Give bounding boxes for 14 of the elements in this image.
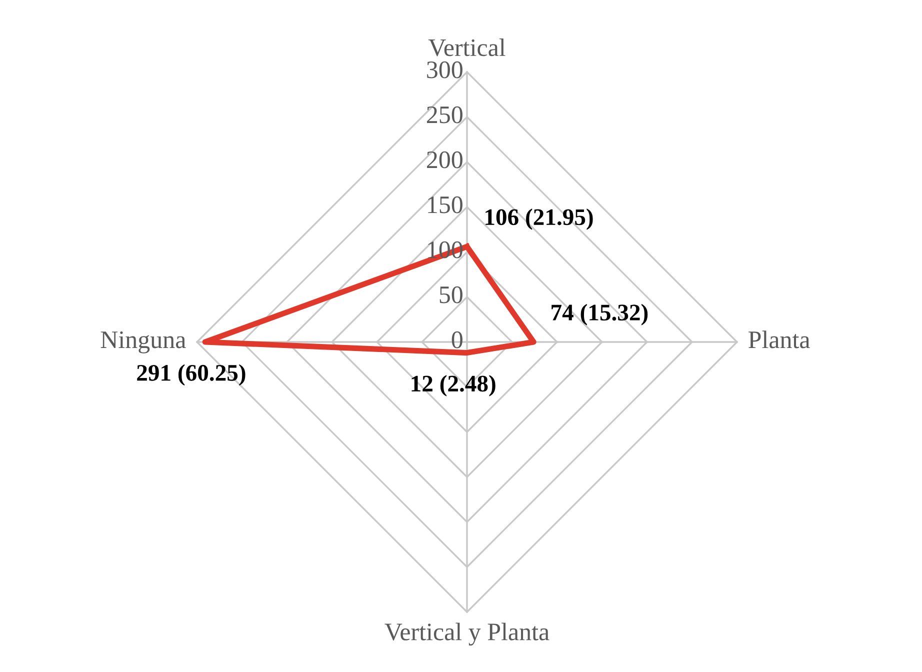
data-label: 74 (15.32) — [552, 304, 648, 326]
spoke-label: Vertical y Planta — [384, 622, 550, 646]
data-label: 12 (2.48) — [412, 375, 496, 396]
y-tick-label: 250 — [427, 106, 462, 124]
y-tick-label: 150 — [428, 196, 462, 214]
y-tick-label: 200 — [427, 151, 462, 168]
data-label: 291 (60.25) — [137, 364, 246, 386]
y-tick-label: 300 — [427, 61, 462, 78]
y-tick-label: 50 — [440, 286, 462, 304]
data-label: 106 (21.95) — [486, 208, 593, 230]
spoke-label: Planta — [748, 330, 810, 348]
y-tick-label: 0 — [452, 331, 462, 348]
spoke-label: Ninguna — [100, 331, 186, 354]
spoke-label: Vertical — [428, 38, 506, 56]
